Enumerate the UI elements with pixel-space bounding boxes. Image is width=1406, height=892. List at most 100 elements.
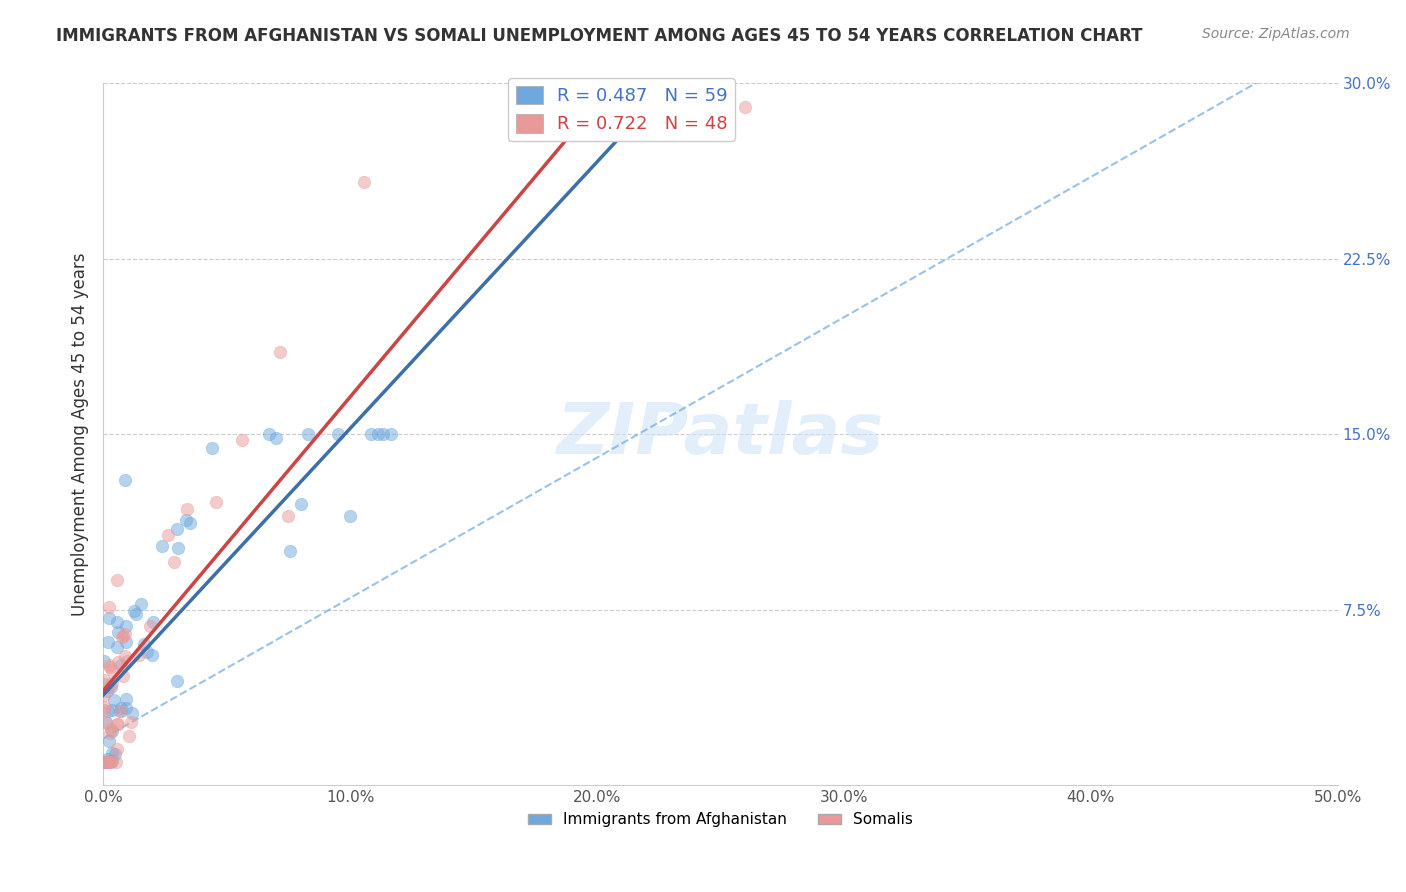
- Point: [100, 755, 122, 769]
- Text: IMMIGRANTS FROM AFGHANISTAN VS SOMALI UNEMPLOYMENT AMONG AGES 45 TO 54 YEARS COR: IMMIGRANTS FROM AFGHANISTAN VS SOMALI UN…: [56, 27, 1143, 45]
- Point: [114, 701, 136, 715]
- Point: [371, 427, 394, 442]
- Point: [734, 100, 756, 114]
- Point: [339, 509, 361, 524]
- Point: [257, 427, 280, 442]
- Text: Source: ZipAtlas.com: Source: ZipAtlas.com: [1202, 27, 1350, 41]
- Point: [97, 680, 120, 694]
- Point: [93, 704, 115, 718]
- Point: [101, 723, 124, 738]
- Point: [385, 52, 408, 66]
- Point: [166, 522, 188, 536]
- Point: [142, 615, 165, 630]
- Point: [98, 734, 121, 748]
- Point: [93, 755, 115, 769]
- Point: [179, 516, 201, 531]
- Point: [367, 427, 389, 442]
- Point: [115, 691, 138, 706]
- Point: [96, 755, 118, 769]
- Point: [107, 625, 129, 640]
- Point: [114, 635, 136, 649]
- Point: [94, 755, 117, 769]
- Point: [97, 657, 120, 672]
- Point: [103, 693, 125, 707]
- Point: [93, 673, 115, 687]
- Point: [786, 29, 808, 44]
- Point: [96, 752, 118, 766]
- Point: [114, 626, 136, 640]
- Point: [176, 501, 198, 516]
- Point: [97, 704, 120, 718]
- Point: [353, 175, 375, 189]
- Point: [97, 635, 120, 649]
- Point: [204, 495, 226, 509]
- Point: [201, 442, 224, 456]
- Point: [105, 573, 128, 587]
- Point: [139, 619, 162, 633]
- Point: [98, 725, 121, 739]
- Point: [111, 669, 134, 683]
- Legend: Immigrants from Afghanistan, Somalis: Immigrants from Afghanistan, Somalis: [522, 806, 918, 834]
- Point: [290, 498, 312, 512]
- Point: [100, 680, 122, 694]
- Point: [100, 723, 122, 737]
- Point: [97, 755, 120, 769]
- Point: [115, 654, 138, 668]
- Point: [100, 746, 122, 760]
- Point: [111, 629, 134, 643]
- Y-axis label: Unemployment Among Ages 45 to 54 years: Unemployment Among Ages 45 to 54 years: [72, 252, 89, 616]
- Point: [96, 684, 118, 698]
- Point: [574, 29, 596, 44]
- Point: [231, 433, 253, 447]
- Point: [96, 716, 118, 731]
- Point: [110, 657, 132, 672]
- Point: [93, 755, 115, 769]
- Point: [269, 344, 291, 359]
- Point: [114, 649, 136, 664]
- Point: [152, 539, 174, 553]
- Point: [156, 528, 179, 542]
- Point: [104, 747, 127, 761]
- Point: [328, 427, 350, 442]
- Point: [107, 717, 129, 731]
- Point: [110, 700, 132, 714]
- Point: [98, 755, 121, 769]
- Point: [107, 640, 129, 654]
- Point: [120, 714, 142, 729]
- Point: [111, 631, 134, 645]
- Point: [121, 706, 143, 720]
- Point: [360, 427, 382, 442]
- Point: [114, 473, 136, 487]
- Point: [167, 541, 190, 555]
- Point: [110, 705, 132, 719]
- Point: [101, 703, 124, 717]
- Point: [166, 673, 188, 688]
- Point: [98, 660, 121, 674]
- Point: [93, 688, 115, 702]
- Point: [132, 637, 155, 651]
- Point: [96, 755, 118, 769]
- Point: [277, 509, 299, 524]
- Point: [97, 600, 120, 615]
- Point: [124, 607, 146, 622]
- Point: [96, 714, 118, 729]
- Point: [101, 675, 124, 690]
- Point: [278, 544, 301, 558]
- Point: [97, 611, 120, 625]
- Point: [105, 742, 128, 756]
- Point: [122, 604, 145, 618]
- Point: [129, 597, 152, 611]
- Point: [266, 431, 288, 445]
- Point: [141, 648, 163, 662]
- Point: [105, 717, 128, 731]
- Point: [93, 676, 115, 690]
- Point: [115, 619, 138, 633]
- Point: [128, 648, 150, 662]
- Point: [297, 427, 319, 442]
- Point: [94, 755, 117, 769]
- Point: [97, 755, 120, 769]
- Point: [100, 754, 122, 768]
- Point: [105, 755, 128, 769]
- Point: [136, 645, 159, 659]
- Point: [118, 729, 141, 743]
